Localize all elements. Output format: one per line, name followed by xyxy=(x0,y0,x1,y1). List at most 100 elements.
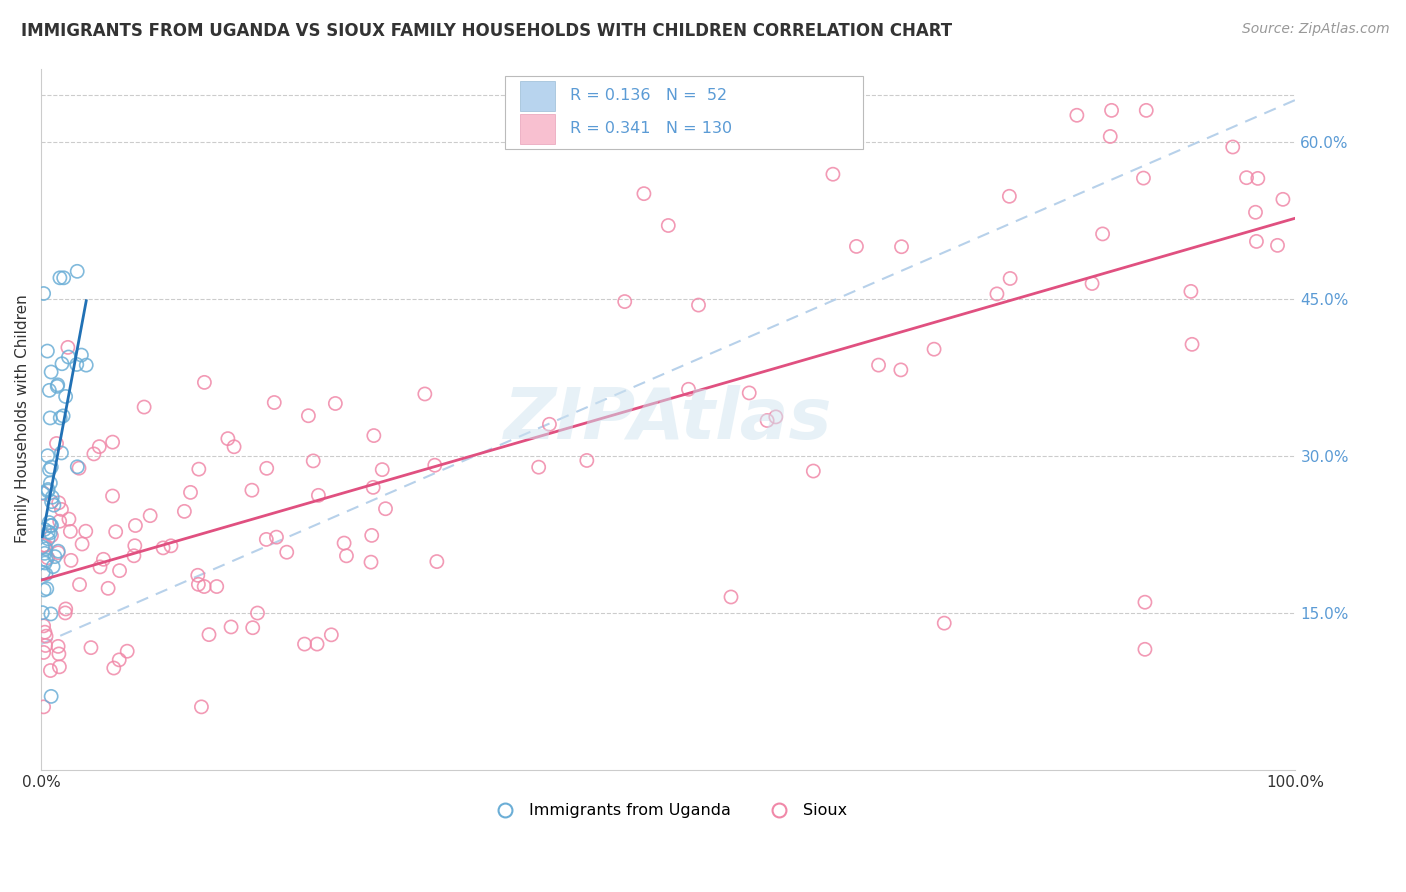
Point xyxy=(115,644,138,658)
Point xyxy=(37,483,59,498)
Text: IMMIGRANTS FROM UGANDA VS SIOUX FAMILY HOUSEHOLDS WITH CHILDREN CORRELATION CHAR: IMMIGRANTS FROM UGANDA VS SIOUX FAMILY H… xyxy=(21,22,952,40)
Text: R = 0.341   N = 130: R = 0.341 N = 130 xyxy=(571,121,733,136)
Point xyxy=(219,620,242,634)
Point xyxy=(34,639,56,653)
Point xyxy=(246,606,269,620)
Point xyxy=(998,271,1021,285)
Point xyxy=(124,518,146,533)
Point xyxy=(48,647,70,661)
Point xyxy=(538,417,561,432)
Point xyxy=(801,464,824,478)
Point xyxy=(75,524,97,539)
Point xyxy=(187,577,209,591)
Point xyxy=(48,514,70,528)
Point xyxy=(678,382,700,396)
Point xyxy=(51,502,73,516)
Point xyxy=(39,518,62,533)
Point xyxy=(986,286,1008,301)
Point xyxy=(307,488,329,502)
Point xyxy=(101,489,124,503)
Point xyxy=(37,524,59,539)
Point xyxy=(266,530,288,544)
Point xyxy=(34,538,56,552)
Text: Source: ZipAtlas.com: Source: ZipAtlas.com xyxy=(1241,22,1389,37)
Point xyxy=(934,616,956,631)
Point xyxy=(242,621,264,635)
Point xyxy=(1267,238,1289,252)
Point xyxy=(39,690,62,704)
Point xyxy=(32,486,55,500)
Point xyxy=(139,508,162,523)
Point xyxy=(1133,642,1156,657)
Point xyxy=(720,590,742,604)
Point xyxy=(32,619,55,633)
Point xyxy=(51,446,73,460)
Point xyxy=(360,555,382,569)
Point xyxy=(738,386,761,401)
Point xyxy=(187,462,209,476)
Point xyxy=(613,294,636,309)
Point xyxy=(575,453,598,467)
Point xyxy=(46,379,69,393)
Point xyxy=(34,556,56,570)
Point xyxy=(1244,205,1267,219)
Point xyxy=(41,490,63,504)
Point xyxy=(97,582,120,596)
Point xyxy=(423,458,446,473)
Point xyxy=(254,533,277,547)
FancyBboxPatch shape xyxy=(505,76,863,149)
Point xyxy=(217,432,239,446)
Point xyxy=(361,480,384,494)
Point xyxy=(1091,227,1114,241)
Point xyxy=(1222,140,1244,154)
Point xyxy=(1081,277,1104,291)
Point xyxy=(134,400,156,414)
Point xyxy=(39,411,62,425)
Point xyxy=(80,640,103,655)
Point xyxy=(39,664,62,678)
Point xyxy=(173,504,195,518)
Point xyxy=(83,447,105,461)
Point xyxy=(70,537,93,551)
Point xyxy=(35,567,58,582)
Point xyxy=(263,395,285,409)
Point xyxy=(1066,108,1088,122)
Point xyxy=(198,627,221,641)
Point xyxy=(56,340,79,354)
Point xyxy=(39,525,62,540)
Point xyxy=(240,483,263,498)
Point xyxy=(31,485,53,500)
Bar xyxy=(520,114,555,144)
Point xyxy=(360,528,382,542)
Point xyxy=(46,377,69,392)
Point xyxy=(1132,171,1154,186)
Point xyxy=(41,518,63,533)
Point xyxy=(1181,337,1204,351)
Point xyxy=(922,342,945,356)
Point xyxy=(70,348,93,362)
Point xyxy=(32,582,55,597)
Point xyxy=(67,461,90,475)
Point xyxy=(41,528,63,542)
Point xyxy=(187,568,209,582)
Point xyxy=(66,264,89,278)
Point xyxy=(1271,192,1294,206)
Point xyxy=(321,628,343,642)
Point xyxy=(39,476,62,491)
Point xyxy=(53,606,76,620)
Point xyxy=(38,516,60,530)
Point xyxy=(756,413,779,427)
Point xyxy=(58,512,80,526)
Point xyxy=(1099,129,1122,144)
Point xyxy=(890,363,912,377)
Point xyxy=(657,219,679,233)
Point xyxy=(32,566,55,580)
Point xyxy=(46,640,69,654)
Point xyxy=(868,358,890,372)
Point xyxy=(49,411,72,425)
Point xyxy=(52,409,75,423)
Point xyxy=(55,602,77,616)
Point xyxy=(38,463,60,477)
Point xyxy=(38,384,60,398)
Point xyxy=(1180,285,1202,299)
